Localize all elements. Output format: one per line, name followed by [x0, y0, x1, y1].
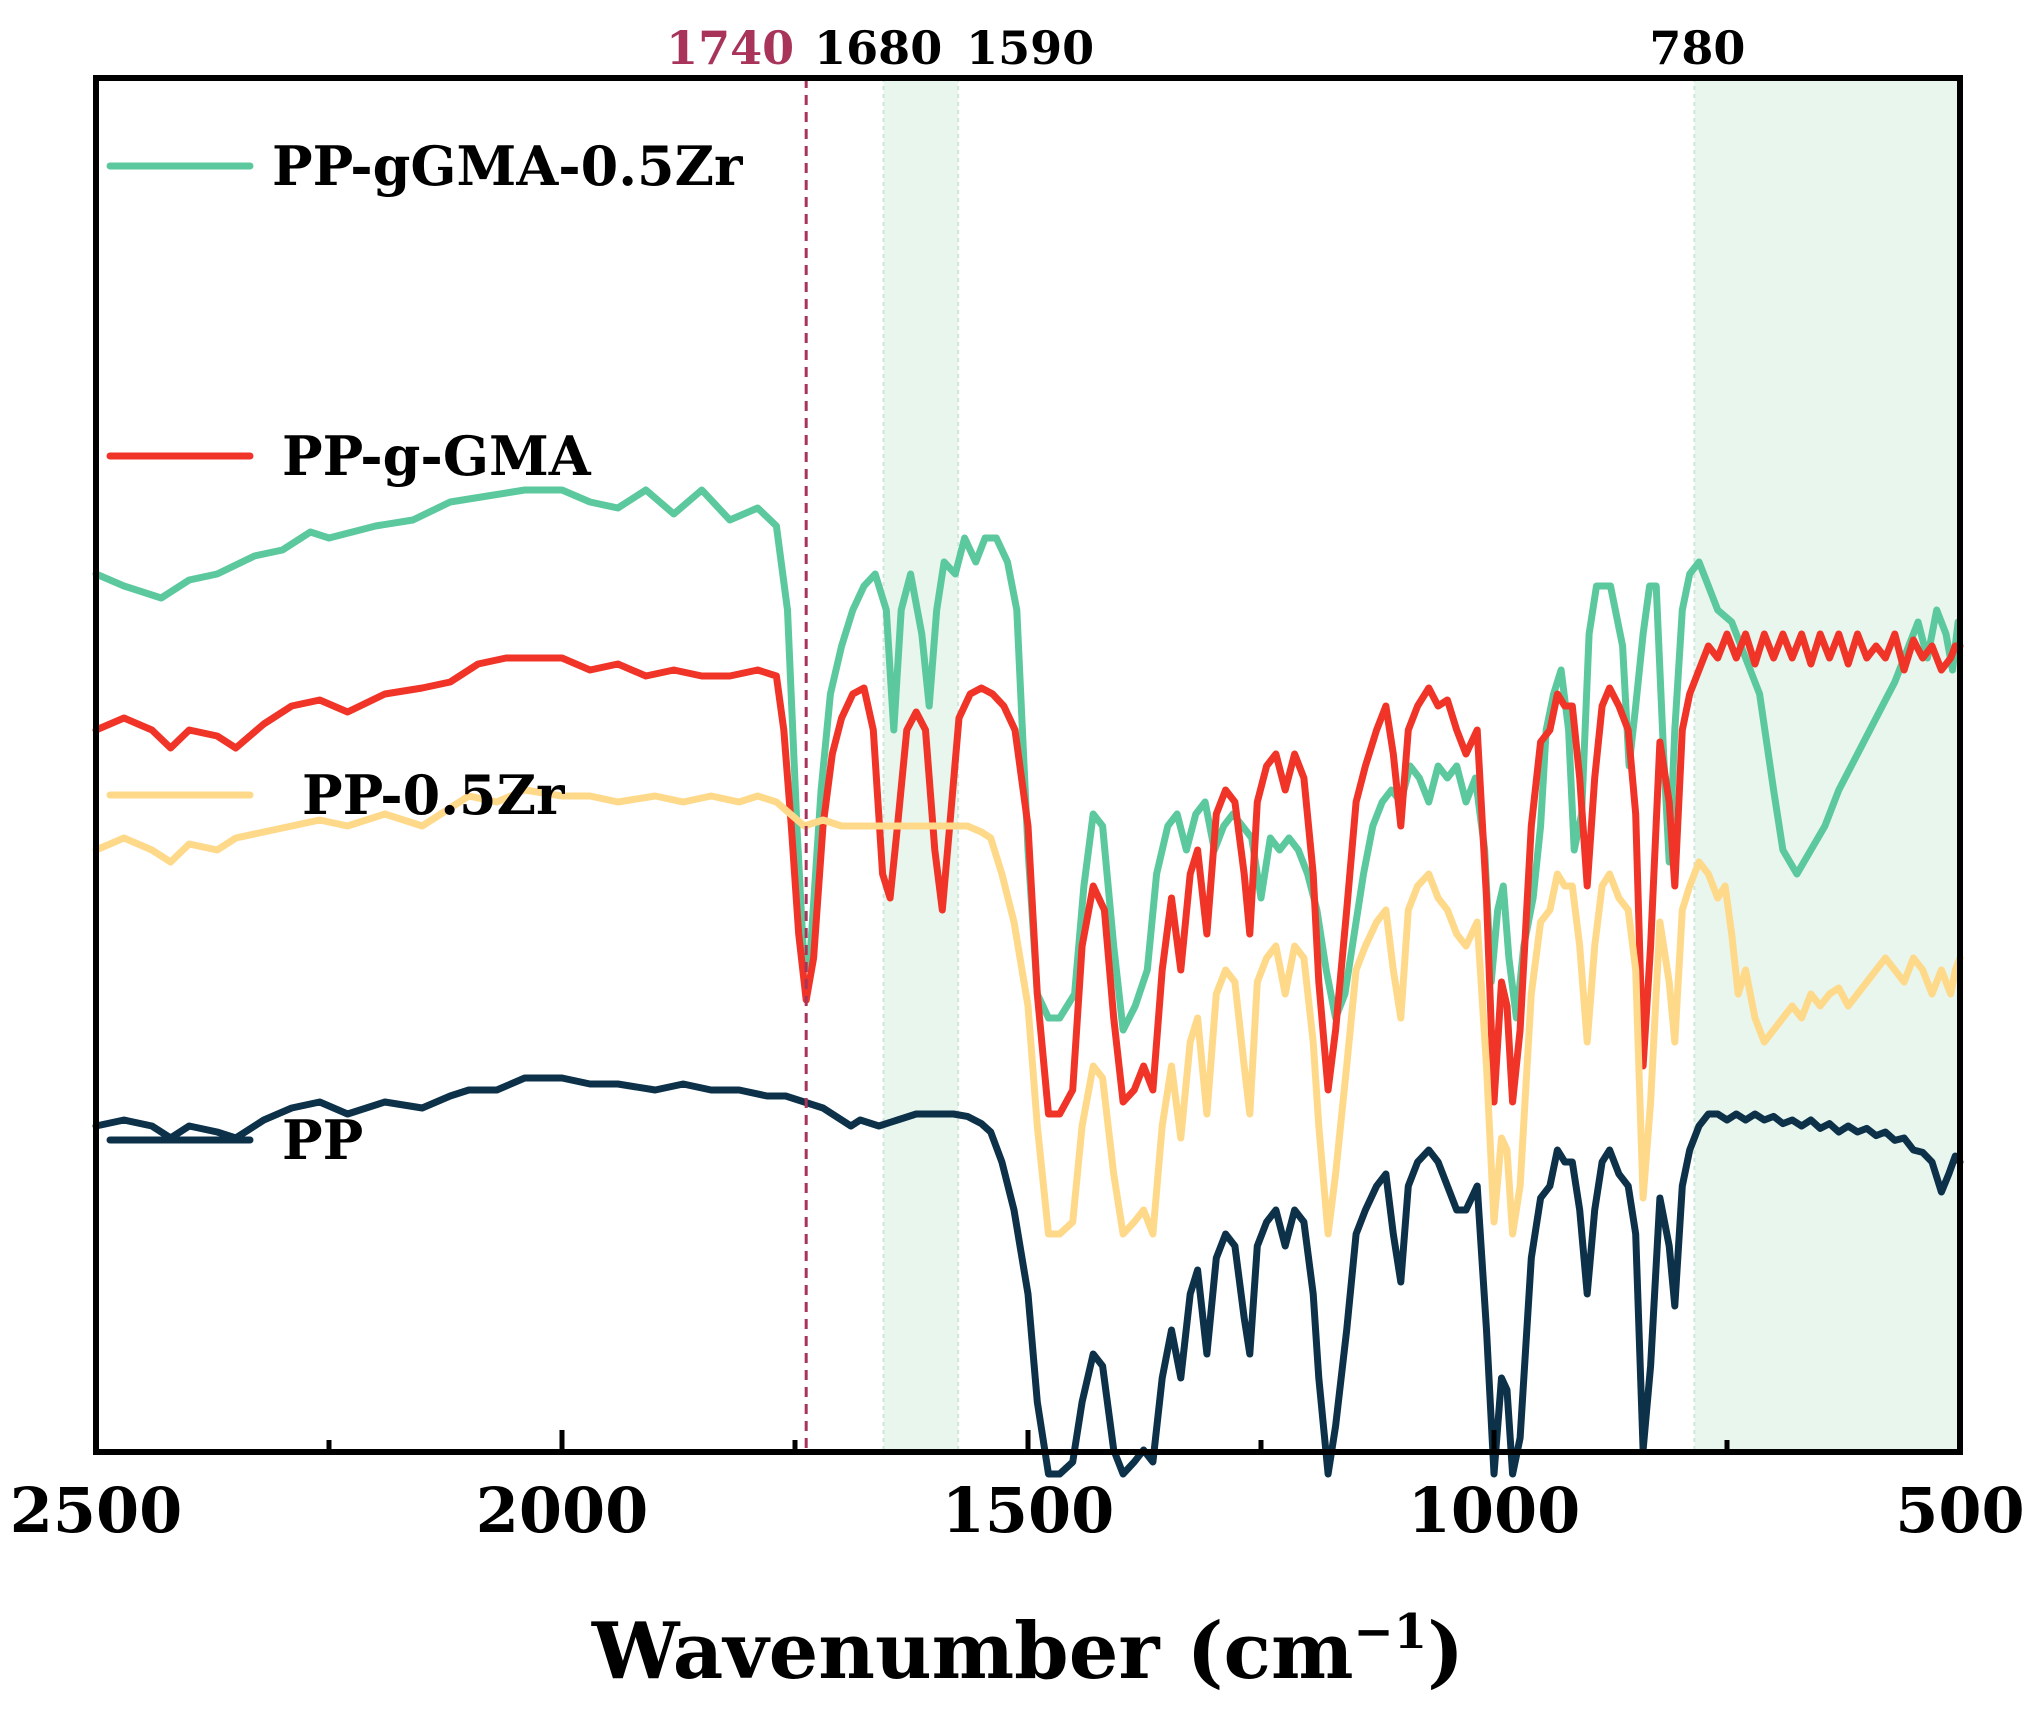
series-line-0 — [92, 486, 1962, 1034]
x-axis-title-superscript: −1 — [1354, 1604, 1428, 1660]
annotation-1680: 1680 — [814, 21, 942, 75]
series-line-2 — [92, 786, 1964, 1238]
band-780 — [1694, 78, 1960, 1452]
legend-label-2: PP-0.5Zr — [302, 763, 565, 827]
legend-label-3: PP — [282, 1108, 363, 1172]
legend: PP-gGMA-0.5Zr PP-g-GMA PP-0.5Zr PP — [106, 134, 743, 1172]
x-tick-label: 1500 — [942, 1474, 1115, 1547]
annotation-780: 780 — [1649, 21, 1745, 75]
x-axis-title-close: ) — [1427, 1606, 1464, 1697]
series-layer — [92, 486, 1964, 1478]
x-tick-label: 500 — [1895, 1474, 2024, 1547]
x-axis-title-main: Wavenumber (cm — [591, 1606, 1354, 1697]
legend-label-0: PP-gGMA-0.5Zr — [272, 134, 743, 198]
series-line-1 — [92, 630, 1964, 1118]
band-1680-1590 — [883, 78, 959, 1452]
series-line-3 — [92, 1074, 1964, 1478]
annotation-1740: 1740 — [666, 21, 794, 75]
legend-label-1: PP-g-GMA — [282, 424, 592, 488]
x-axis-title: Wavenumber (cm−1) — [591, 1604, 1464, 1697]
x-axis-ticks: 2500 2000 1500 1000 500 — [10, 1430, 2025, 1547]
x-tick-label: 1000 — [1408, 1474, 1581, 1547]
x-tick-label: 2500 — [10, 1474, 183, 1547]
x-tick-label: 2000 — [476, 1474, 649, 1547]
annotation-1590: 1590 — [966, 21, 1094, 75]
